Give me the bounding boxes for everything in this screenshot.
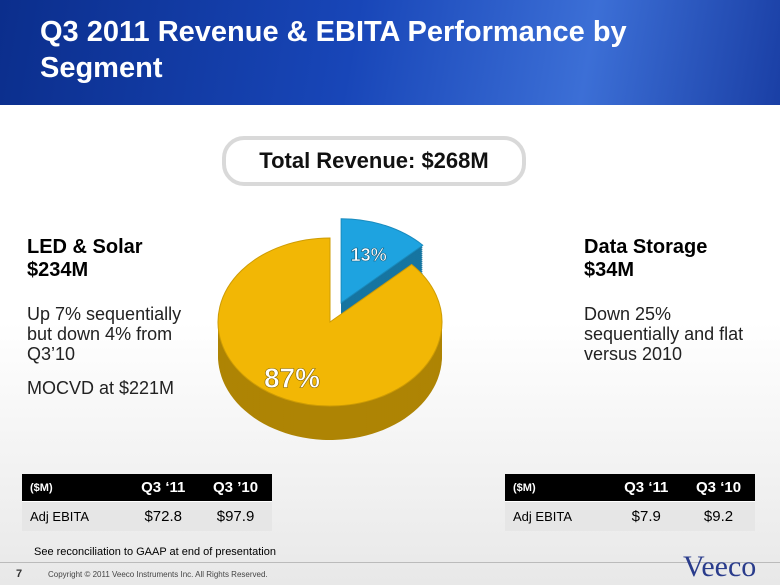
table-cell: Adj EBITA — [505, 501, 611, 531]
table-cell: $9.2 — [682, 501, 755, 531]
table-header: Q3 ‘11 — [610, 474, 683, 502]
footer-rule — [0, 562, 780, 563]
segment-right: Data Storage $34M Down 25% sequentially … — [584, 236, 774, 364]
segment-note: MOCVD at $221M — [27, 378, 175, 398]
segment-revenue: $34M — [584, 259, 635, 281]
footnote: See reconciliation to GAAP at end of pre… — [34, 546, 276, 558]
table-cell: Adj EBITA — [22, 501, 128, 531]
header-band — [0, 0, 780, 105]
table-header: Q3 ‘11 — [127, 474, 200, 502]
pie-slice — [340, 218, 424, 304]
logo: Veeco — [683, 550, 757, 583]
table-header: Q3 ’10 — [199, 474, 272, 502]
segment-name: LED & Solar — [27, 236, 143, 258]
ebita-table: ($M) Q3 ‘11 Q3 ’10 Adj EBITA $72.8 $97.9 — [22, 474, 272, 531]
ebita-table: ($M) Q3 ‘11 Q3 ‘10 Adj EBITA $7.9 $9.2 — [505, 474, 755, 531]
chart-title: Total Revenue: $268M — [222, 136, 526, 186]
segment-name: Data Storage — [584, 236, 708, 258]
segment-revenue: $234M — [27, 259, 89, 281]
table-cell: $7.9 — [610, 501, 683, 531]
page-number: 7 — [16, 568, 23, 580]
table-cell: $97.9 — [199, 501, 272, 531]
pie-value-label: 13% — [351, 245, 387, 265]
segment-note: Down 25% sequentially and flat versus 20… — [584, 304, 744, 364]
segment-note: Up 7% sequentially but down 4% from Q3’1… — [27, 304, 182, 364]
table-cell: $72.8 — [127, 501, 200, 531]
table-header: ($M) — [22, 474, 128, 502]
pie-value-label: 87% — [264, 362, 320, 393]
table-header: ($M) — [505, 474, 611, 502]
pie-slice — [217, 237, 443, 407]
copyright: Copyright © 2011 Veeco Instruments Inc. … — [48, 570, 268, 579]
table-header: Q3 ‘10 — [682, 474, 755, 502]
segment-left: LED & Solar $234M Up 7% sequentially but… — [27, 236, 217, 398]
slide-title: Q3 2011 Revenue & EBITA Performance by S… — [40, 16, 627, 84]
